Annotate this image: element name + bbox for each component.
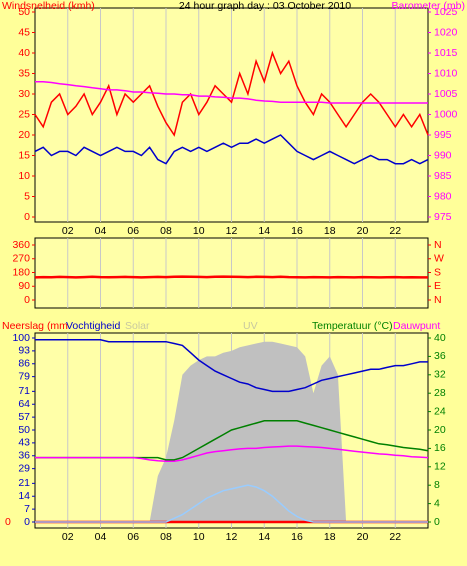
y-tick-label: 36	[18, 450, 30, 462]
y-tick-label: 10	[18, 170, 30, 182]
y-axis-label: Windsnelheid (kmh)	[2, 0, 95, 12]
legend-label: Solar	[125, 320, 150, 332]
y-tick-label: 64	[18, 398, 30, 410]
legend-label: UV	[243, 320, 258, 332]
y-tick-label: 270	[12, 253, 30, 265]
y-tick-label: 0	[24, 294, 30, 306]
y-tick-label: 90	[18, 280, 30, 292]
y-tick-label: 50	[18, 424, 30, 436]
y2-tick-label: 40	[434, 332, 446, 344]
y2-tick-label: 990	[434, 149, 452, 161]
y-tick-label: 360	[12, 239, 30, 251]
x-tick-label: 16	[291, 225, 303, 237]
y-tick-label: 45	[18, 26, 30, 38]
x-tick-label: 12	[226, 531, 238, 543]
y2-axis-label: Barometer (mb)	[391, 0, 465, 12]
x-tick-label: 22	[389, 225, 401, 237]
y-tick-label: 20	[18, 129, 30, 141]
y-tick-label: 21	[18, 477, 30, 489]
line	[35, 80, 428, 104]
x-tick-label: 16	[291, 531, 303, 543]
area	[35, 341, 428, 522]
x-tick-label: 20	[357, 225, 369, 237]
y2-tick-label: 1005	[434, 88, 458, 100]
legend-label: Temperatuur (°C)	[312, 320, 393, 332]
y2-tick-label: 36	[434, 350, 446, 362]
y2-tick-label: W	[434, 253, 444, 265]
y-tick-label: 93	[18, 345, 30, 357]
y-tick-label: 35	[18, 67, 30, 79]
y2-tick-label: 24	[434, 405, 446, 417]
y2-tick-label: 0	[434, 516, 440, 528]
y2-tick-label: 1010	[434, 67, 458, 79]
x-tick-label: 02	[62, 225, 74, 237]
y-tick-label: 15	[18, 149, 30, 161]
y2-tick-label: 1025	[434, 6, 458, 18]
legend-label: Dauwpunt	[393, 320, 440, 332]
x-tick-label: 08	[160, 225, 172, 237]
x-tick-label: 06	[127, 225, 139, 237]
x-tick-label: 18	[324, 531, 336, 543]
chart-title: 24 hour graph day : 03 October 2010	[179, 0, 351, 12]
line	[35, 339, 428, 393]
y2-tick-label: 8	[434, 479, 440, 491]
legend-label: Neerslag (mm	[2, 320, 68, 332]
y-tick-label: 79	[18, 370, 30, 382]
x-tick-label: 08	[160, 531, 172, 543]
y-tick-label: 43	[18, 437, 30, 449]
line	[35, 484, 428, 523]
y-tick-label: 25	[18, 108, 30, 120]
y2-tick-label: N	[434, 294, 442, 306]
y-tick-label: 0	[24, 211, 30, 223]
y-tick-label: 14	[18, 490, 30, 502]
y2-tick-label: E	[434, 280, 441, 292]
x-tick-label: 02	[62, 531, 74, 543]
x-tick-label: 12	[226, 225, 238, 237]
y2-tick-label: 28	[434, 387, 446, 399]
y2-tick-label: 32	[434, 369, 446, 381]
y-tick-label: 5	[24, 190, 30, 202]
y2-tick-label: 12	[434, 461, 446, 473]
y2-tick-label: 975	[434, 211, 452, 223]
y2-tick-label: 1020	[434, 26, 458, 38]
x-tick-label: 18	[324, 225, 336, 237]
x-tick-label: 10	[193, 225, 205, 237]
y2-tick-label: S	[434, 266, 441, 278]
x-tick-label: 22	[389, 531, 401, 543]
x-tick-label: 04	[95, 225, 107, 237]
y-tick-label: 100	[12, 332, 30, 344]
y-tick-label: 50	[18, 6, 30, 18]
y2-tick-label: 20	[434, 424, 446, 436]
y-tick-label: 7	[24, 503, 30, 515]
y-tick-label: 0	[24, 516, 30, 528]
y-tick-label: 40	[18, 47, 30, 59]
rain-tick-label: 0	[5, 516, 11, 528]
x-tick-label: 10	[193, 531, 205, 543]
y2-tick-label: N	[434, 239, 442, 251]
y-tick-label: 30	[18, 88, 30, 100]
y2-tick-label: 16	[434, 442, 446, 454]
y-tick-label: 71	[18, 385, 30, 397]
y-tick-label: 86	[18, 358, 30, 370]
y2-tick-label: 985	[434, 170, 452, 182]
x-tick-label: 20	[357, 531, 369, 543]
x-tick-label: 06	[127, 531, 139, 543]
y2-tick-label: 1000	[434, 108, 458, 120]
y-tick-label: 29	[18, 462, 30, 474]
line	[34, 134, 429, 165]
x-tick-label: 14	[258, 225, 270, 237]
y-tick-label: 180	[12, 266, 30, 278]
x-tick-label: 04	[95, 531, 107, 543]
y2-tick-label: 980	[434, 190, 452, 202]
y-tick-label: 57	[18, 411, 30, 423]
y2-tick-label: 995	[434, 129, 452, 141]
y2-tick-label: 1015	[434, 47, 458, 59]
line	[35, 445, 429, 463]
x-tick-label: 14	[258, 531, 270, 543]
line	[34, 275, 428, 279]
line	[34, 50, 429, 137]
y2-tick-label: 4	[434, 497, 440, 509]
legend-label: Vochtigheid	[66, 320, 120, 332]
